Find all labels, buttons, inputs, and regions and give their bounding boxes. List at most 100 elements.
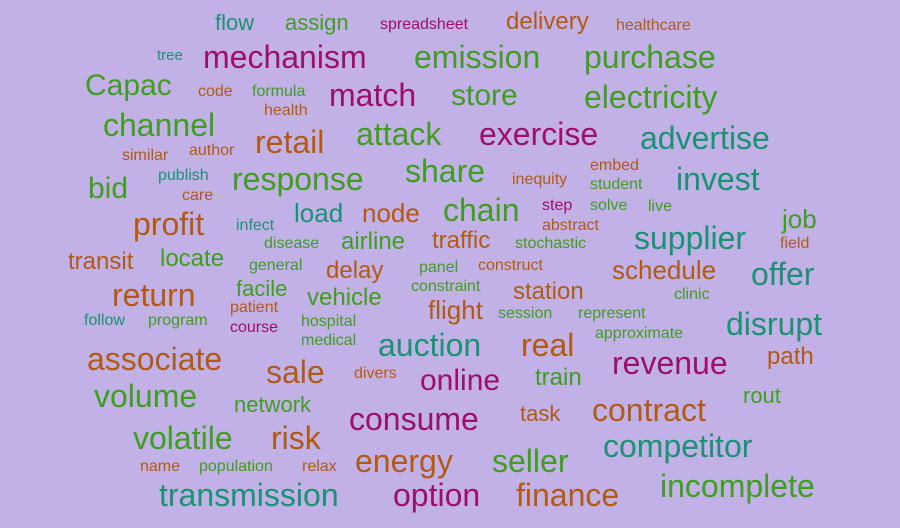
cloud-word-competitor: competitor xyxy=(603,428,753,464)
cloud-word-disease: disease xyxy=(264,235,320,252)
cloud-word-facile: facile xyxy=(236,276,288,301)
cloud-word-load: load xyxy=(294,198,344,228)
cloud-word-author: author xyxy=(189,142,235,159)
cloud-word-similar: similar xyxy=(122,147,169,164)
cloud-word-store: store xyxy=(451,79,518,112)
cloud-word-publish: publish xyxy=(158,167,209,184)
cloud-word-constraint: constraint xyxy=(411,278,481,295)
cloud-word-advertise: advertise xyxy=(640,120,770,156)
cloud-word-train: train xyxy=(535,364,582,391)
cloud-word-delay: delay xyxy=(326,257,384,284)
cloud-word-schedule: schedule xyxy=(612,255,717,285)
cloud-word-energy: energy xyxy=(355,443,453,479)
cloud-word-offer: offer xyxy=(751,256,815,292)
cloud-word-code: code xyxy=(198,83,233,100)
cloud-word-step: step xyxy=(542,197,573,214)
cloud-word-auction: auction xyxy=(378,327,482,363)
cloud-word-sale: sale xyxy=(266,354,325,390)
cloud-word-profit: profit xyxy=(133,206,205,242)
cloud-word-revenue: revenue xyxy=(612,345,728,381)
cloud-word-infect: infect xyxy=(236,217,275,234)
cloud-word-retail: retail xyxy=(255,124,325,160)
cloud-word-divers: divers xyxy=(354,365,397,382)
cloud-word-transit: transit xyxy=(68,248,134,275)
cloud-word-task: task xyxy=(520,401,561,426)
cloud-word-solve: solve xyxy=(590,197,628,214)
cloud-word-patient: patient xyxy=(230,299,279,316)
cloud-word-electricity: electricity xyxy=(584,79,718,115)
cloud-word-delivery: delivery xyxy=(506,8,589,35)
cloud-word-relax: relax xyxy=(302,458,337,475)
cloud-word-approximate: approximate xyxy=(595,325,684,342)
cloud-word-purchase: purchase xyxy=(584,39,716,75)
cloud-word-attack: attack xyxy=(356,116,442,152)
cloud-word-contract: contract xyxy=(592,392,706,428)
cloud-word-medical: medical xyxy=(301,332,357,349)
cloud-word-chain: chain xyxy=(443,192,520,228)
cloud-word-population: population xyxy=(199,458,273,475)
cloud-word-return: return xyxy=(112,277,196,313)
cloud-word-exercise: exercise xyxy=(479,116,599,152)
cloud-word-channel: channel xyxy=(103,107,216,143)
cloud-word-capac: Capac xyxy=(85,69,172,102)
cloud-word-student: student xyxy=(590,176,643,193)
cloud-word-path: path xyxy=(767,343,814,370)
cloud-word-online: online xyxy=(420,364,501,397)
cloud-word-volatile: volatile xyxy=(133,420,233,456)
cloud-word-health: health xyxy=(264,102,308,119)
cloud-word-volume: volume xyxy=(94,378,198,414)
cloud-word-rout: rout xyxy=(743,383,781,408)
cloud-word-abstract: abstract xyxy=(542,217,599,234)
cloud-word-program: program xyxy=(148,312,208,329)
cloud-word-field: field xyxy=(780,235,810,252)
cloud-word-match: match xyxy=(329,77,417,113)
cloud-word-follow: follow xyxy=(84,312,125,329)
cloud-word-panel: panel xyxy=(419,259,459,276)
cloud-word-bid: bid xyxy=(88,172,129,205)
cloud-word-option: option xyxy=(393,477,481,513)
cloud-word-incomplete: incomplete xyxy=(660,468,815,504)
cloud-word-station: station xyxy=(513,278,584,305)
cloud-word-associate: associate xyxy=(87,341,223,377)
cloud-word-general: general xyxy=(249,257,303,274)
cloud-word-spreadsheet: spreadsheet xyxy=(380,16,469,33)
cloud-word-embed: embed xyxy=(590,157,639,174)
cloud-word-response: response xyxy=(232,161,364,197)
cloud-word-share: share xyxy=(405,153,486,189)
cloud-word-represent: represent xyxy=(578,305,646,322)
cloud-word-finance: finance xyxy=(516,477,620,513)
cloud-word-airline: airline xyxy=(341,228,406,255)
cloud-word-mechanism: mechanism xyxy=(203,39,367,75)
cloud-word-flow: flow xyxy=(215,10,255,35)
cloud-word-name: name xyxy=(140,458,181,475)
cloud-word-formula: formula xyxy=(252,83,306,100)
cloud-word-assign: assign xyxy=(285,10,349,35)
cloud-word-construct: construct xyxy=(478,257,543,274)
cloud-word-care: care xyxy=(182,187,214,204)
cloud-word-live: live xyxy=(648,198,673,215)
cloud-word-session: session xyxy=(498,305,553,322)
cloud-word-risk: risk xyxy=(271,420,321,456)
cloud-word-consume: consume xyxy=(349,401,479,437)
cloud-word-flight: flight xyxy=(428,295,483,325)
cloud-word-traffic: traffic xyxy=(432,227,491,254)
cloud-word-disrupt: disrupt xyxy=(726,306,823,342)
cloud-word-stochastic: stochastic xyxy=(515,235,587,252)
cloud-word-transmission: transmission xyxy=(159,477,339,513)
cloud-word-emission: emission xyxy=(414,39,541,75)
cloud-word-job: job xyxy=(782,204,817,234)
cloud-word-invest: invest xyxy=(676,161,760,197)
cloud-word-tree: tree xyxy=(157,47,183,64)
cloud-word-clinic: clinic xyxy=(674,286,710,303)
cloud-word-seller: seller xyxy=(492,443,569,479)
cloud-word-vehicle: vehicle xyxy=(307,284,382,311)
cloud-word-course: course xyxy=(230,319,279,336)
cloud-word-healthcare: healthcare xyxy=(616,17,691,34)
cloud-word-inequity: inequity xyxy=(512,171,568,188)
cloud-word-node: node xyxy=(362,198,420,228)
cloud-word-hospital: hospital xyxy=(301,313,357,330)
cloud-word-network: network xyxy=(234,392,312,417)
cloud-word-locate: locate xyxy=(160,245,225,272)
cloud-word-real: real xyxy=(521,327,575,363)
